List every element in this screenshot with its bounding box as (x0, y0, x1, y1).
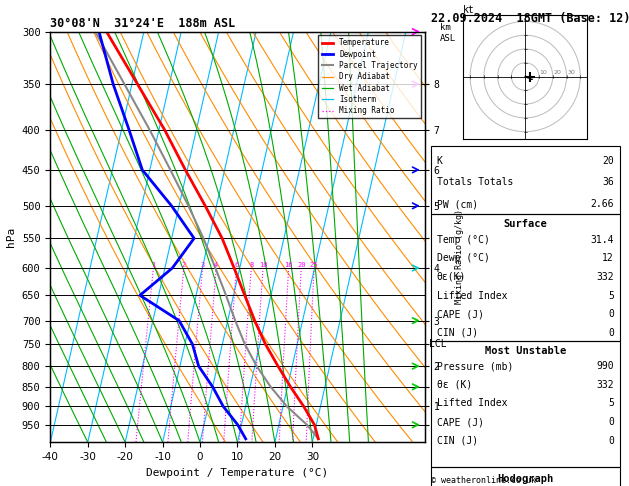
Text: 0: 0 (608, 436, 614, 446)
Bar (431, 146, 620, 214)
Text: 5: 5 (608, 291, 614, 301)
Text: 4: 4 (214, 262, 218, 268)
Text: 22.09.2024  18GMT (Base: 12): 22.09.2024 18GMT (Base: 12) (431, 12, 629, 25)
Text: LCL: LCL (429, 339, 447, 349)
Text: Lifted Index: Lifted Index (437, 399, 507, 408)
Bar (431, 214, 620, 341)
Text: CIN (J): CIN (J) (437, 436, 477, 446)
X-axis label: Dewpoint / Temperature (°C): Dewpoint / Temperature (°C) (147, 468, 328, 478)
Text: 10: 10 (540, 70, 547, 75)
Text: 30: 30 (567, 70, 575, 75)
Text: CAPE (J): CAPE (J) (437, 309, 484, 319)
Text: 5: 5 (608, 399, 614, 408)
Text: 20: 20 (297, 262, 306, 268)
Bar (431, 467, 620, 486)
Text: 20: 20 (554, 70, 561, 75)
Text: kt: kt (463, 4, 475, 15)
Bar (431, 341, 620, 467)
Text: θε(K): θε(K) (437, 272, 466, 282)
Text: Lifted Index: Lifted Index (437, 291, 507, 301)
Y-axis label: hPa: hPa (6, 227, 16, 247)
Text: K: K (437, 156, 442, 166)
Text: 332: 332 (596, 272, 614, 282)
Text: Totals Totals: Totals Totals (437, 177, 513, 188)
Text: 25: 25 (310, 262, 318, 268)
Text: θε (K): θε (K) (437, 380, 472, 390)
Text: Dewp (°C): Dewp (°C) (437, 253, 489, 263)
Text: Pressure (mb): Pressure (mb) (437, 361, 513, 371)
Text: © weatheronline.co.uk: © weatheronline.co.uk (431, 476, 536, 485)
Text: 36: 36 (602, 177, 614, 188)
Text: 8: 8 (249, 262, 253, 268)
Text: 6: 6 (234, 262, 238, 268)
Text: 3: 3 (201, 262, 204, 268)
Text: 30°08'N  31°24'E  188m ASL: 30°08'N 31°24'E 188m ASL (50, 17, 236, 31)
Text: CIN (J): CIN (J) (437, 328, 477, 338)
Text: 20: 20 (602, 156, 614, 166)
Text: PW (cm): PW (cm) (437, 199, 477, 209)
Text: Surface: Surface (503, 219, 547, 229)
Text: 31.4: 31.4 (591, 235, 614, 244)
Text: 332: 332 (596, 380, 614, 390)
Text: 16: 16 (284, 262, 293, 268)
Text: 990: 990 (596, 361, 614, 371)
Text: Temp (°C): Temp (°C) (437, 235, 489, 244)
Text: 0: 0 (608, 417, 614, 427)
Text: 0: 0 (608, 328, 614, 338)
Text: 0: 0 (608, 309, 614, 319)
Text: Mixing Ratio (g/kg): Mixing Ratio (g/kg) (455, 209, 464, 304)
Text: 12: 12 (602, 253, 614, 263)
Text: CAPE (J): CAPE (J) (437, 417, 484, 427)
Text: Most Unstable: Most Unstable (484, 346, 566, 356)
Text: 2.66: 2.66 (591, 199, 614, 209)
Text: km
ASL: km ASL (440, 23, 455, 43)
Text: 2: 2 (182, 262, 186, 268)
Text: Hodograph: Hodograph (497, 474, 554, 485)
Text: 1: 1 (152, 262, 155, 268)
Legend: Temperature, Dewpoint, Parcel Trajectory, Dry Adiabat, Wet Adiabat, Isotherm, Mi: Temperature, Dewpoint, Parcel Trajectory… (318, 35, 421, 118)
Text: 10: 10 (259, 262, 267, 268)
